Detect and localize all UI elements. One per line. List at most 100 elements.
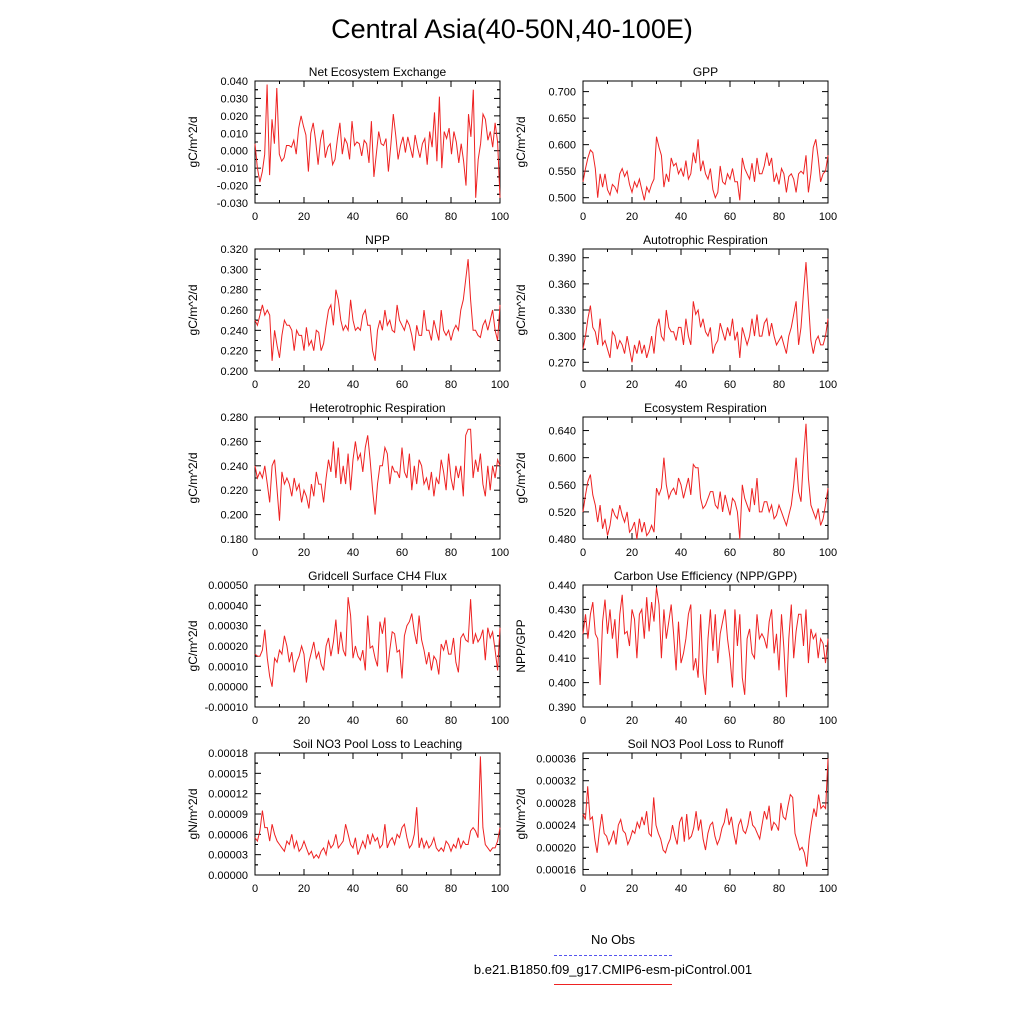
y-tick-label: 0.180 bbox=[220, 534, 248, 546]
y-tick-label: 0.00036 bbox=[536, 754, 576, 766]
y-tick-label: 0.260 bbox=[220, 436, 248, 448]
x-tick-label: 20 bbox=[298, 715, 310, 727]
plot-frame bbox=[254, 752, 501, 876]
x-tick-label: 60 bbox=[724, 547, 736, 559]
x-tick-label: 0 bbox=[252, 547, 258, 559]
x-tick-label: 0 bbox=[252, 211, 258, 223]
y-axis-label: gC/m^2/d bbox=[186, 117, 200, 168]
y-tick-label: 0.440 bbox=[548, 580, 576, 592]
chart-panel-1: Net Ecosystem Exchange gC/m^2/d 0 20 40 60 80 1… bbox=[186, 65, 509, 223]
x-tick-label: 100 bbox=[819, 715, 837, 727]
series-line-1 bbox=[582, 423, 829, 540]
x-tick-label: 80 bbox=[445, 547, 457, 559]
y-tick-label: 0.00010 bbox=[208, 661, 248, 673]
chart-panel-2: GPP gC/m^2/d 0 20 40 60 80 100 0.500 0.550 0.600 0.… bbox=[514, 65, 837, 223]
chart-panel-5: Heterotrophic Respiration gC/m^2/d 0 20 40 60… bbox=[186, 401, 509, 559]
y-tick-label: -0.010 bbox=[217, 163, 248, 175]
panel-title: GPP bbox=[693, 65, 718, 79]
figure-title: Central Asia(40-50N,40-100E) bbox=[331, 14, 693, 44]
x-tick-label: 100 bbox=[819, 883, 837, 895]
x-tick-label: 60 bbox=[396, 715, 408, 727]
y-tick-label: 0.200 bbox=[220, 510, 248, 522]
plot-frame bbox=[582, 80, 829, 204]
x-tick-label: 40 bbox=[675, 715, 687, 727]
y-tick-label: 0.010 bbox=[220, 128, 248, 140]
y-tick-label: 0.300 bbox=[220, 264, 248, 276]
y-tick-label: 0.00012 bbox=[208, 789, 248, 801]
legend-model-label: b.e21.B1850.f09_g17.CMIP6-esm-piControl.… bbox=[473, 962, 753, 977]
chart-panel-9: Soil NO3 Pool Loss to Leaching gN/m^2/d 0 2… bbox=[186, 737, 509, 895]
x-tick-label: 20 bbox=[626, 547, 638, 559]
y-tick-label: 0.00009 bbox=[208, 809, 248, 821]
y-tick-label: 0.00020 bbox=[208, 641, 248, 653]
panel-title: Gridcell Surface CH4 Flux bbox=[308, 569, 447, 583]
y-tick-label: -0.030 bbox=[217, 198, 248, 210]
x-tick-label: 20 bbox=[626, 883, 638, 895]
y-axis-label: gN/m^2/d bbox=[186, 789, 200, 840]
y-tick-label: 0.430 bbox=[548, 604, 576, 616]
chart-panel-6: Ecosystem Respiration gC/m^2/d 0 20 40 60 80 10… bbox=[514, 401, 837, 559]
x-tick-label: 80 bbox=[773, 211, 785, 223]
x-tick-label: 100 bbox=[819, 547, 837, 559]
panel-title: Carbon Use Efficiency (NPP/GPP) bbox=[614, 569, 797, 583]
y-tick-label: 0.00006 bbox=[208, 829, 248, 841]
y-tick-label: 0.200 bbox=[220, 366, 248, 378]
y-tick-label: 0.020 bbox=[220, 111, 248, 123]
series-line-1 bbox=[582, 758, 829, 867]
chart-panel-4: Autotrophic Respiration gC/m^2/d 0 20 40 60 80… bbox=[514, 233, 837, 391]
x-tick-label: 100 bbox=[819, 379, 837, 391]
panel-title: Autotrophic Respiration bbox=[643, 233, 768, 247]
y-axis-label: gC/m^2/d bbox=[186, 621, 200, 672]
x-tick-label: 0 bbox=[252, 715, 258, 727]
y-tick-label: 0.030 bbox=[220, 93, 248, 105]
y-axis-label: NPP/GPP bbox=[514, 619, 528, 672]
x-tick-label: 20 bbox=[298, 547, 310, 559]
x-tick-label: 40 bbox=[347, 379, 359, 391]
panel-title: Heterotrophic Respiration bbox=[309, 401, 445, 415]
y-tick-label: 0.240 bbox=[220, 325, 248, 337]
series-line-1 bbox=[582, 587, 829, 698]
legend-obs-label: No Obs bbox=[590, 932, 636, 947]
x-tick-label: 80 bbox=[773, 715, 785, 727]
x-tick-label: 0 bbox=[580, 715, 586, 727]
y-tick-label: 0.480 bbox=[548, 534, 576, 546]
x-tick-label: 60 bbox=[396, 547, 408, 559]
series-line-1 bbox=[254, 259, 501, 361]
plot-frame bbox=[254, 584, 501, 708]
y-tick-label: 0.300 bbox=[548, 331, 576, 343]
y-tick-label: 0.00040 bbox=[208, 600, 248, 612]
y-tick-label: 0.650 bbox=[548, 113, 576, 125]
y-tick-label: 0.00024 bbox=[536, 820, 576, 832]
series-line-1 bbox=[254, 597, 501, 687]
y-tick-label: 0.280 bbox=[220, 412, 248, 424]
x-tick-label: 100 bbox=[491, 211, 509, 223]
series-line-1 bbox=[582, 262, 829, 363]
plot-frame bbox=[254, 416, 501, 540]
x-tick-label: 80 bbox=[445, 211, 457, 223]
y-tick-label: 0.00028 bbox=[536, 798, 576, 810]
x-tick-label: 40 bbox=[347, 547, 359, 559]
y-tick-label: 0.390 bbox=[548, 253, 576, 265]
y-axis-label: gC/m^2/d bbox=[186, 453, 200, 504]
x-tick-label: 60 bbox=[396, 379, 408, 391]
x-tick-label: 20 bbox=[626, 715, 638, 727]
y-tick-label: 0.00003 bbox=[208, 850, 248, 862]
y-axis-label: gC/m^2/d bbox=[514, 285, 528, 336]
chart-panel-10: Soil NO3 Pool Loss to Runoff gN/m^2/d 0 20 4… bbox=[514, 737, 837, 895]
panel-title: Soil NO3 Pool Loss to Runoff bbox=[628, 737, 785, 751]
x-tick-label: 20 bbox=[298, 211, 310, 223]
series-line-1 bbox=[254, 756, 501, 860]
y-axis-label: gC/m^2/d bbox=[514, 117, 528, 168]
x-tick-label: 40 bbox=[675, 883, 687, 895]
series-line-1 bbox=[254, 84, 501, 198]
y-tick-label: 0.280 bbox=[220, 285, 248, 297]
x-tick-label: 40 bbox=[347, 715, 359, 727]
x-tick-label: 80 bbox=[445, 379, 457, 391]
y-tick-label: 0.00020 bbox=[536, 842, 576, 854]
legend-model-line bbox=[554, 984, 672, 985]
x-tick-label: 60 bbox=[724, 883, 736, 895]
y-tick-label: 0.420 bbox=[548, 629, 576, 641]
x-tick-label: 20 bbox=[298, 883, 310, 895]
x-tick-label: 20 bbox=[298, 379, 310, 391]
x-tick-label: 0 bbox=[580, 379, 586, 391]
